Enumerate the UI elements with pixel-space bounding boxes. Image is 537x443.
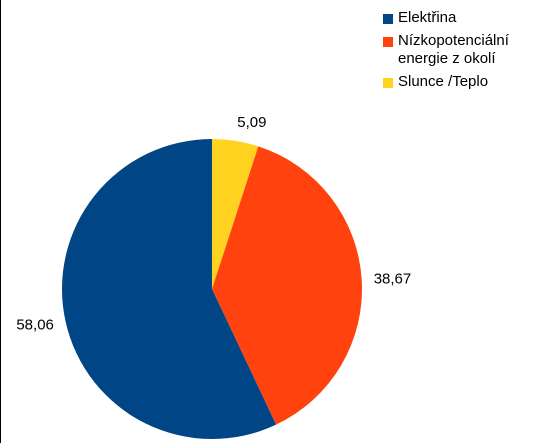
legend-label-nizkopotencialni: Nízkopotenciální energie z okolí xyxy=(398,32,509,67)
legend-swatch-elektrina xyxy=(383,14,393,24)
data-label-elektrina: 58,06 xyxy=(16,316,54,333)
legend-swatch-nizkopotencialni xyxy=(383,37,393,47)
legend-item-elektrina: Elektřina xyxy=(383,9,533,27)
slice-nizkopotencialni xyxy=(212,146,362,425)
data-label-nizkopotencialni: 38,67 xyxy=(374,271,412,288)
slice-elektrina xyxy=(61,139,277,439)
legend-item-nizkopotencialni: Nízkopotenciální energie z okolí xyxy=(383,32,533,68)
slice-slunce-teplo xyxy=(212,139,259,289)
legend-swatch-slunce-teplo xyxy=(383,78,393,88)
legend-item-slunce-teplo: Slunce /Teplo xyxy=(383,73,533,91)
data-label-slunce-teplo: 5,09 xyxy=(237,114,266,131)
legend-label-elektrina: Elektřina xyxy=(398,9,457,26)
legend-label-slunce-teplo: Slunce /Teplo xyxy=(398,73,489,90)
legend: Elektřina Nízkopotenciální energie z oko… xyxy=(383,9,533,96)
